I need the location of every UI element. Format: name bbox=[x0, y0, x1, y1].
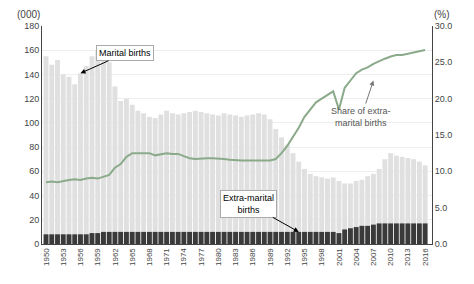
svg-text:Share of extra-marital births: Share of extra-marital births bbox=[331, 106, 391, 128]
svg-text:1974: 1974 bbox=[179, 248, 188, 266]
svg-text:(000): (000) bbox=[17, 9, 40, 20]
svg-text:2016: 2016 bbox=[421, 248, 430, 266]
svg-text:1956: 1956 bbox=[76, 248, 85, 266]
svg-text:160: 160 bbox=[24, 45, 39, 55]
svg-text:0.0: 0.0 bbox=[435, 239, 448, 249]
svg-text:80: 80 bbox=[29, 142, 39, 152]
svg-text:20.0: 20.0 bbox=[435, 94, 453, 104]
svg-text:1998: 1998 bbox=[317, 248, 326, 266]
svg-text:1977: 1977 bbox=[197, 248, 206, 266]
svg-text:1983: 1983 bbox=[231, 248, 240, 266]
svg-text:25.0: 25.0 bbox=[435, 57, 453, 67]
svg-text:(%): (%) bbox=[434, 9, 450, 20]
svg-text:2007: 2007 bbox=[369, 248, 378, 266]
svg-text:2013: 2013 bbox=[403, 248, 412, 266]
svg-text:60: 60 bbox=[29, 166, 39, 176]
svg-text:1995: 1995 bbox=[300, 248, 309, 266]
svg-text:1980: 1980 bbox=[214, 248, 223, 266]
svg-text:1950: 1950 bbox=[42, 248, 51, 266]
svg-text:100: 100 bbox=[24, 118, 39, 128]
svg-text:40: 40 bbox=[29, 191, 39, 201]
svg-text:30.0: 30.0 bbox=[435, 21, 453, 31]
svg-text:1968: 1968 bbox=[145, 248, 154, 266]
svg-text:1989: 1989 bbox=[266, 248, 275, 266]
svg-text:1986: 1986 bbox=[248, 248, 257, 266]
svg-text:5.0: 5.0 bbox=[435, 203, 448, 213]
svg-text:2004: 2004 bbox=[352, 248, 361, 266]
svg-text:1962: 1962 bbox=[111, 248, 120, 266]
svg-text:1953: 1953 bbox=[59, 248, 68, 266]
svg-text:120: 120 bbox=[24, 94, 39, 104]
svg-text:20: 20 bbox=[29, 215, 39, 225]
svg-text:1965: 1965 bbox=[128, 248, 137, 266]
svg-text:1971: 1971 bbox=[162, 248, 171, 266]
svg-text:15.0: 15.0 bbox=[435, 130, 453, 140]
svg-text:10.0: 10.0 bbox=[435, 166, 453, 176]
svg-text:140: 140 bbox=[24, 70, 39, 80]
svg-text:2001: 2001 bbox=[335, 248, 344, 266]
svg-text:1992: 1992 bbox=[283, 248, 292, 266]
svg-text:2010: 2010 bbox=[386, 248, 395, 266]
svg-text:Extra-maritalbirths: Extra-maritalbirths bbox=[223, 193, 274, 215]
svg-text:0: 0 bbox=[34, 239, 39, 249]
svg-text:Marital births: Marital births bbox=[99, 48, 151, 58]
svg-text:180: 180 bbox=[24, 21, 39, 31]
svg-text:1959: 1959 bbox=[93, 248, 102, 266]
